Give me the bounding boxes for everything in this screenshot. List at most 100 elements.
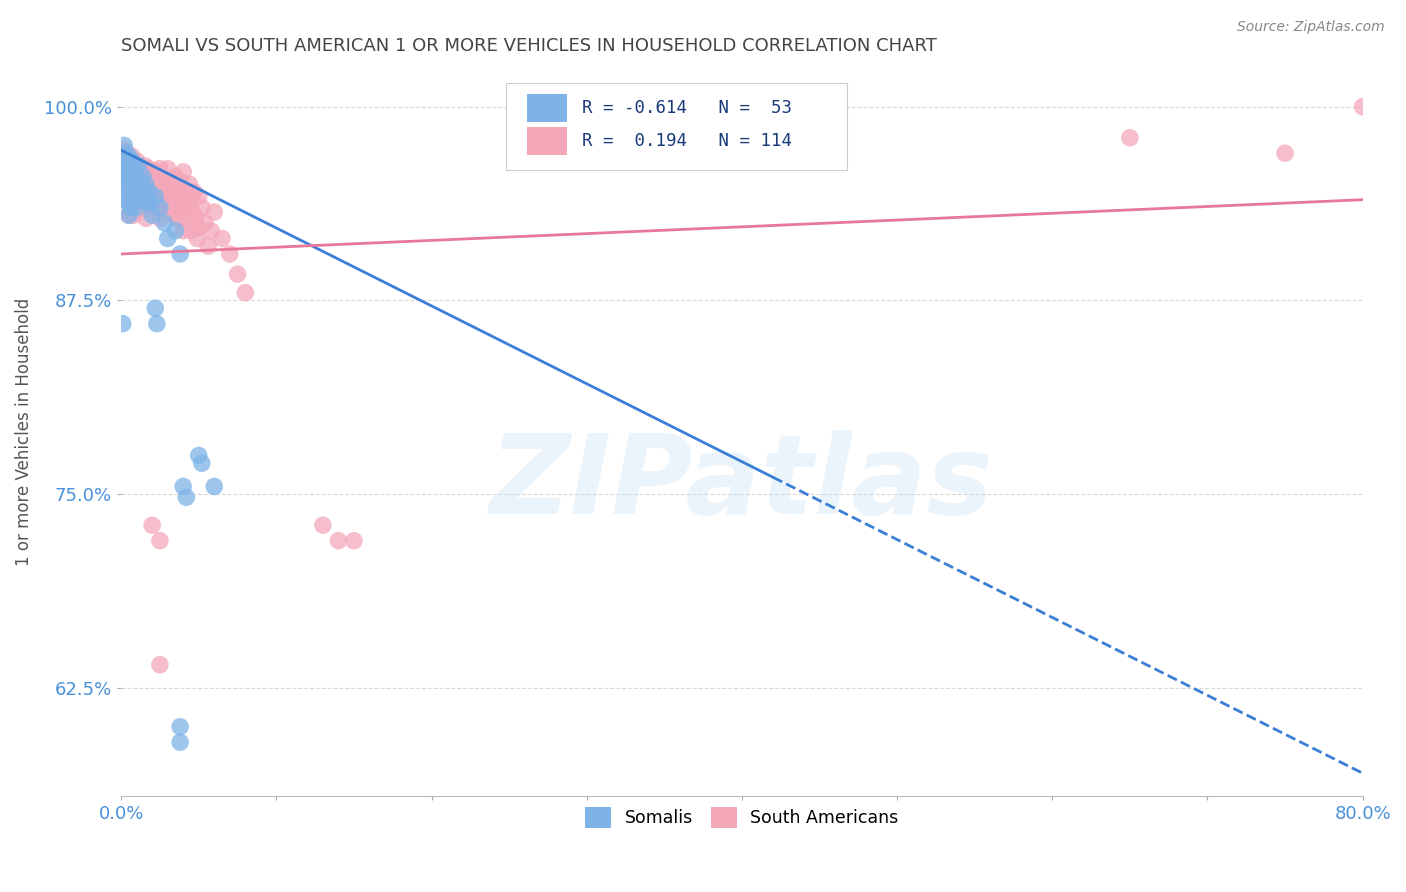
Point bbox=[180, 224, 202, 238]
Point bbox=[149, 201, 172, 215]
Point bbox=[179, 178, 201, 192]
Point bbox=[169, 735, 191, 749]
Point bbox=[120, 161, 142, 176]
Point bbox=[177, 201, 200, 215]
Point bbox=[121, 153, 143, 168]
Point bbox=[131, 193, 153, 207]
Point bbox=[1274, 146, 1296, 161]
Point bbox=[138, 161, 160, 176]
Point bbox=[121, 185, 143, 199]
Point bbox=[132, 165, 155, 179]
Point bbox=[169, 720, 191, 734]
Point bbox=[180, 193, 202, 207]
Legend: Somalis, South Americans: Somalis, South Americans bbox=[578, 800, 905, 835]
Point bbox=[141, 208, 163, 222]
Point bbox=[111, 165, 134, 179]
Point bbox=[114, 159, 136, 173]
Point bbox=[1119, 130, 1142, 145]
Point bbox=[118, 185, 141, 199]
Point bbox=[111, 169, 134, 184]
Point bbox=[165, 195, 187, 210]
Point bbox=[149, 533, 172, 548]
Point bbox=[136, 195, 159, 210]
Point bbox=[141, 195, 163, 210]
Point bbox=[141, 518, 163, 533]
Point bbox=[149, 211, 172, 226]
Point bbox=[117, 180, 139, 194]
Point bbox=[127, 159, 149, 173]
Point bbox=[143, 301, 166, 316]
Point bbox=[153, 195, 176, 210]
Point bbox=[167, 211, 190, 226]
Point bbox=[125, 153, 148, 168]
Point bbox=[124, 180, 146, 194]
Point bbox=[114, 193, 136, 207]
Point bbox=[157, 178, 180, 192]
Point bbox=[172, 165, 194, 179]
Point bbox=[118, 208, 141, 222]
Point bbox=[165, 224, 187, 238]
Point bbox=[187, 189, 209, 203]
Point bbox=[124, 165, 146, 179]
Point bbox=[155, 174, 177, 188]
Point bbox=[218, 247, 240, 261]
Point bbox=[122, 159, 145, 173]
Point bbox=[124, 161, 146, 176]
Point bbox=[172, 479, 194, 493]
Point bbox=[122, 174, 145, 188]
Point bbox=[150, 178, 173, 192]
Point bbox=[149, 186, 172, 201]
Point bbox=[125, 189, 148, 203]
Point bbox=[125, 178, 148, 192]
Text: SOMALI VS SOUTH AMERICAN 1 OR MORE VEHICLES IN HOUSEHOLD CORRELATION CHART: SOMALI VS SOUTH AMERICAN 1 OR MORE VEHIC… bbox=[121, 37, 936, 55]
Point bbox=[117, 153, 139, 168]
Point bbox=[121, 169, 143, 184]
Point bbox=[176, 185, 198, 199]
Point bbox=[114, 146, 136, 161]
Point bbox=[184, 211, 207, 226]
Point bbox=[172, 224, 194, 238]
Point bbox=[135, 211, 157, 226]
Point bbox=[141, 169, 163, 184]
Point bbox=[132, 169, 155, 184]
Point bbox=[139, 180, 162, 194]
Point bbox=[125, 169, 148, 184]
Point bbox=[163, 208, 186, 222]
Point bbox=[142, 174, 165, 188]
Point bbox=[132, 186, 155, 201]
Point bbox=[166, 185, 188, 199]
Point bbox=[112, 174, 135, 188]
Point bbox=[143, 189, 166, 203]
Point bbox=[114, 165, 136, 179]
Point bbox=[156, 161, 179, 176]
Point bbox=[135, 189, 157, 203]
Point bbox=[121, 165, 143, 179]
Point bbox=[138, 185, 160, 199]
Point bbox=[343, 533, 366, 548]
Point bbox=[134, 159, 156, 173]
Point bbox=[169, 201, 191, 215]
Point bbox=[162, 180, 184, 194]
Point bbox=[128, 161, 150, 176]
Text: ZIPatlas: ZIPatlas bbox=[491, 430, 994, 537]
Point bbox=[149, 161, 172, 176]
Point bbox=[120, 161, 142, 176]
Point bbox=[122, 193, 145, 207]
Point bbox=[112, 143, 135, 157]
Point bbox=[142, 201, 165, 215]
Point bbox=[118, 174, 141, 188]
Point bbox=[202, 205, 225, 219]
FancyBboxPatch shape bbox=[527, 127, 567, 154]
Point bbox=[172, 195, 194, 210]
Point bbox=[131, 193, 153, 207]
Point bbox=[153, 216, 176, 230]
Point bbox=[112, 165, 135, 179]
Point bbox=[117, 193, 139, 207]
Point bbox=[211, 231, 233, 245]
Point bbox=[138, 189, 160, 203]
Point bbox=[118, 153, 141, 168]
Point bbox=[134, 201, 156, 215]
Point bbox=[233, 285, 256, 300]
Point bbox=[127, 183, 149, 197]
Point bbox=[152, 185, 174, 199]
